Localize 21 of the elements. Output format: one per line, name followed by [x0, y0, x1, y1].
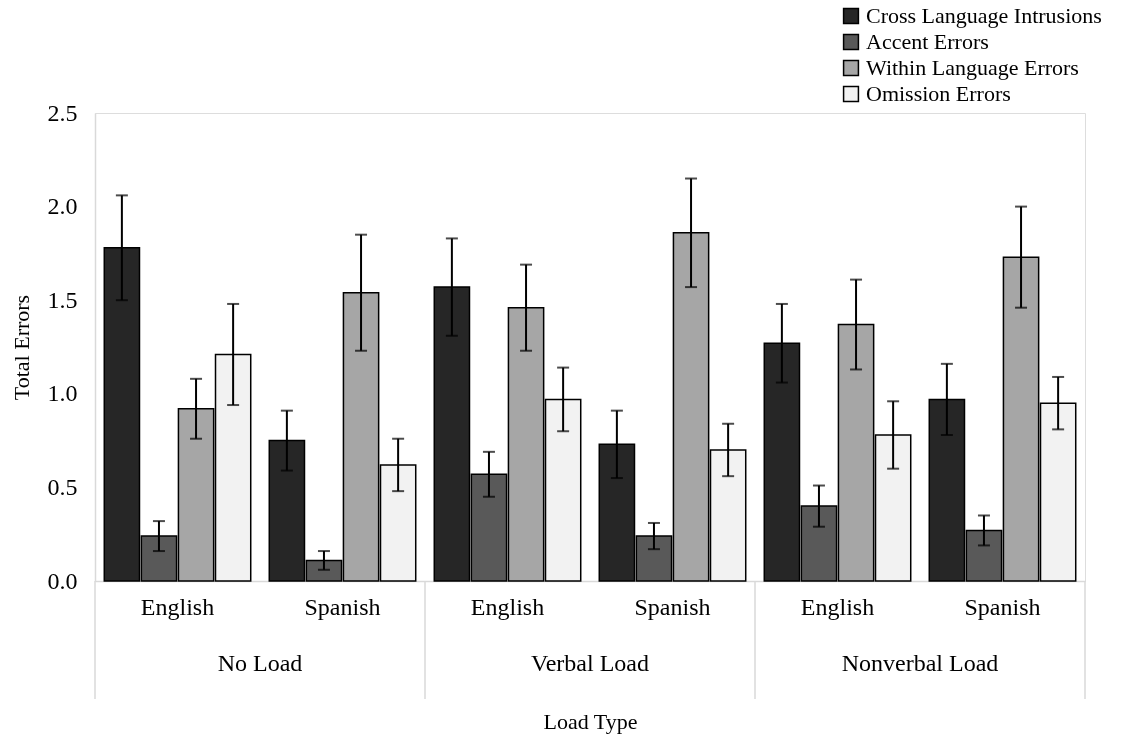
y-tick-label: 2.0 — [47, 193, 78, 220]
text: No Load — [217, 650, 303, 676]
x-tick-label: English — [470, 593, 545, 620]
legend-label: Cross Language Intrusions — [866, 3, 1102, 28]
text: Verbal Load — [531, 650, 649, 676]
y-tick-label: 2.5 — [47, 99, 78, 126]
legend-label: Within Language Errors — [866, 55, 1079, 80]
text: Nonverbal Load — [841, 650, 999, 676]
x-tick-label: Spanish — [304, 593, 381, 620]
legend-label: Omission Errors — [866, 81, 1011, 106]
y-axis-title: Total Errors — [8, 294, 34, 401]
legend-label: Accent Errors — [866, 29, 989, 54]
x-tick-label: English — [800, 593, 875, 620]
y-tick-label: 0.0 — [47, 567, 78, 594]
x-tick-label: English — [140, 593, 215, 620]
y-tick-label: 1.5 — [47, 286, 78, 313]
y-tick-label: 0.5 — [47, 473, 78, 500]
x-tick-label: Spanish — [964, 593, 1041, 620]
x-tick-label: Spanish — [634, 593, 711, 620]
y-tick-label: 1.0 — [47, 380, 78, 407]
x-axis-title: Load Type — [543, 708, 638, 734]
